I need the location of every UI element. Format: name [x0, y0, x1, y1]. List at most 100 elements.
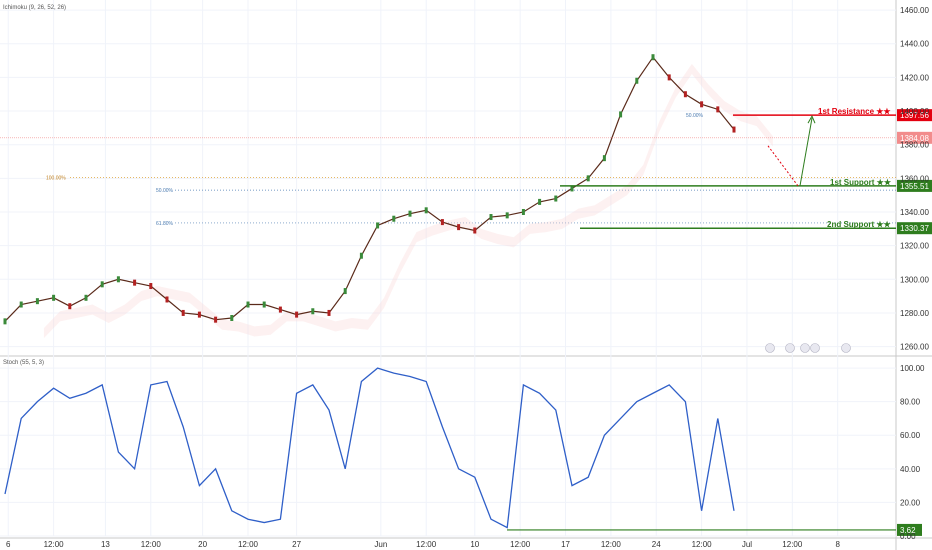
price-candle: [473, 227, 477, 234]
resistance-price-tag: [897, 109, 932, 122]
event-flag-icon: [765, 343, 775, 353]
time-tick-label: 12:00: [601, 540, 622, 549]
time-tick-label: 24: [652, 540, 661, 549]
price-candle: [440, 219, 444, 226]
price-tick-label: 1460.00: [900, 6, 929, 15]
price-candle: [68, 303, 72, 310]
price-candle: [586, 175, 590, 182]
support1-price-value: 1355.51: [900, 182, 929, 191]
price-candle: [521, 208, 525, 215]
time-tick-label: 10: [470, 540, 479, 549]
time-tick-label: 20: [198, 540, 207, 549]
arrowhead-icon: [807, 115, 816, 124]
stoch-level-tag: [897, 523, 922, 536]
price-candle: [35, 298, 39, 305]
price-candle: [505, 212, 509, 219]
support2-price-value: 1330.37: [900, 224, 929, 233]
projection-down-arrow: [767, 145, 799, 187]
resistance-label: 1st Resistance ★★: [818, 107, 891, 116]
price-candle: [52, 294, 56, 301]
price-candle: [716, 106, 720, 113]
price-candle: [376, 222, 380, 229]
projection-up-arrow: [799, 118, 813, 186]
fib-label-100: 100.00%: [46, 176, 66, 182]
price-candle: [424, 207, 428, 214]
current-price-value: 1384.08: [900, 134, 929, 143]
time-tick-label: 6: [6, 540, 11, 549]
fib-label-50: 50.00%: [156, 188, 174, 194]
price-tick-label: 1440.00: [900, 40, 929, 49]
time-tick-label: Jul: [742, 540, 752, 549]
price-candle: [554, 195, 558, 202]
support-resistance-levels: 1st Resistance ★★ 1397.56 1st Support ★★ 13…: [0, 107, 932, 235]
price-candle: [278, 306, 282, 313]
resistance-price-value: 1397.56: [900, 111, 929, 120]
price-candle: [651, 54, 655, 61]
stoch-tick-label: 80.00: [900, 398, 921, 407]
time-tick-label: 13: [101, 540, 110, 549]
indicator-label-ichimoku: Ichimoku (9, 26, 52, 26): [3, 5, 66, 11]
event-flag-icon: [800, 343, 810, 353]
stoch-tick-label: 60.00: [900, 431, 921, 440]
price-tick-label: 1420.00: [900, 73, 929, 82]
price-candle: [116, 276, 120, 283]
price-candle: [343, 288, 347, 295]
price-candle: [3, 318, 7, 325]
ichimoku-cloud: [43, 63, 773, 339]
support1-label: 1st Support ★★: [830, 178, 892, 187]
price-candle: [538, 198, 542, 205]
price-candle: [311, 308, 315, 315]
price-pane[interactable]: [3, 54, 851, 353]
stoch-tick-label: 100.00: [900, 364, 925, 373]
indicator-label-stoch: Stoch (55, 5, 3): [3, 360, 44, 366]
time-tick-label: 8: [835, 540, 840, 549]
event-flag-icon: [785, 343, 795, 353]
price-candle: [214, 316, 218, 323]
event-flag-icon: [810, 343, 820, 353]
price-candle: [181, 309, 185, 316]
price-candle: [262, 301, 266, 308]
axes: 1260.001280.001300.001320.001340.001360.…: [6, 6, 929, 549]
support1-price-tag: [897, 179, 932, 192]
price-candle: [327, 309, 331, 316]
price-tick-label: 1380.00: [900, 141, 929, 150]
price-candle: [700, 101, 704, 108]
time-tick-label: 12:00: [510, 540, 531, 549]
fibonacci-levels: 100.00% 50.00% 61.80% 50.00%: [46, 113, 896, 227]
stochastic-pane[interactable]: 3.62: [4, 367, 922, 536]
time-tick-label: 12:00: [238, 540, 259, 549]
time-tick-label: 17: [561, 540, 570, 549]
price-tick-label: 1320.00: [900, 242, 929, 251]
fib-label-618: 61.80%: [156, 221, 174, 227]
price-candle: [84, 294, 88, 301]
time-tick-label: Jun: [374, 540, 387, 549]
price-candle: [133, 279, 137, 286]
stoch-level-value: 3.62: [900, 526, 916, 535]
price-candle: [100, 281, 104, 288]
price-candle: [570, 185, 574, 192]
price-candle: [408, 210, 412, 217]
price-candle: [197, 311, 201, 318]
time-tick-label: 12:00: [782, 540, 803, 549]
price-candle: [246, 301, 250, 308]
price-candle: [635, 77, 639, 84]
price-tick-label: 1360.00: [900, 174, 929, 183]
stoch-tick-label: 20.00: [900, 498, 921, 507]
price-candle: [602, 155, 606, 162]
price-line: [4, 56, 735, 322]
support2-label: 2nd Support ★★: [827, 220, 892, 229]
price-tick-label: 1260.00: [900, 343, 929, 352]
time-tick-label: 12:00: [416, 540, 437, 549]
price-tick-label: 1280.00: [900, 309, 929, 318]
price-candle: [149, 283, 153, 290]
current-price-tag: [897, 131, 932, 144]
time-tick-label: 12:00: [692, 540, 713, 549]
support2-price-tag: [897, 222, 932, 235]
price-candle: [667, 74, 671, 81]
price-candle: [359, 252, 363, 259]
price-candle: [732, 126, 736, 133]
stoch-line: [4, 367, 735, 529]
